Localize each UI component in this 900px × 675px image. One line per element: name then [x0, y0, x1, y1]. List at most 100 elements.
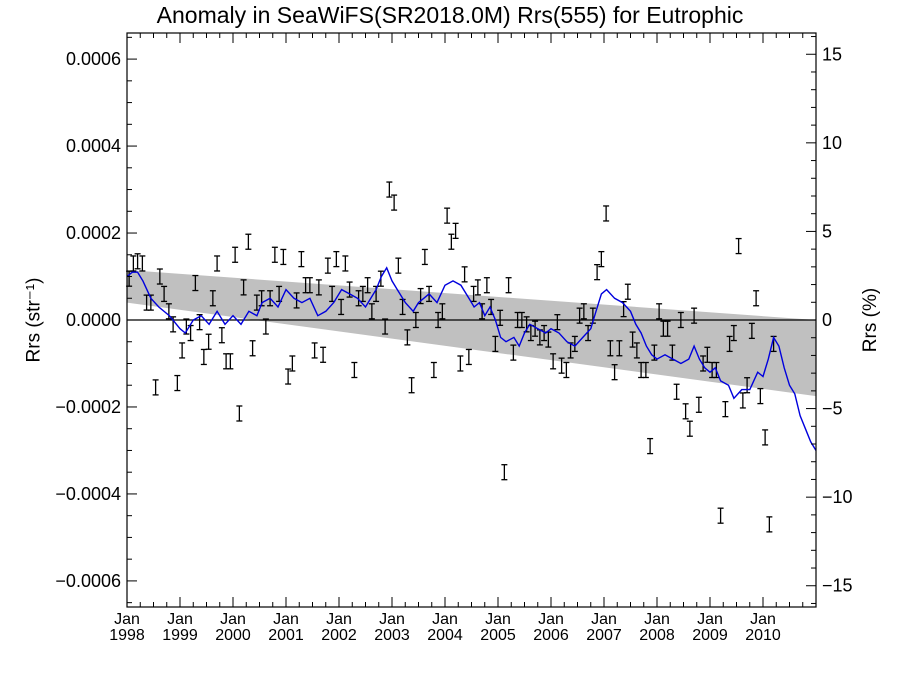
- left-tick-label: 0.0006: [66, 49, 121, 69]
- data-point: [139, 255, 146, 272]
- data-point: [200, 348, 207, 366]
- x-tick-year-label: 2005: [480, 627, 516, 644]
- data-point: [505, 277, 512, 294]
- data-point: [461, 266, 468, 283]
- x-tick-month-label: Jan: [750, 611, 776, 628]
- x-tick-year-label: 1999: [162, 627, 198, 644]
- left-tick-label: −0.0006: [55, 571, 121, 591]
- right-tick-label: −10: [822, 487, 853, 507]
- data-point: [342, 255, 349, 272]
- x-tick-year-label: 2006: [533, 627, 569, 644]
- right-y-axis-label: Rrs (%): [860, 287, 881, 353]
- data-point: [598, 250, 605, 268]
- data-point: [686, 420, 693, 437]
- data-point: [156, 268, 163, 285]
- data-point: [285, 368, 292, 385]
- data-point: [585, 324, 592, 342]
- data-point: [214, 255, 221, 272]
- data-point: [510, 344, 517, 361]
- left-y-axis-label: Rrs (str⁻¹): [23, 277, 45, 363]
- data-point: [192, 274, 199, 292]
- x-tick-month-label: Jan: [432, 611, 458, 628]
- data-point: [179, 342, 186, 359]
- data-point: [382, 318, 389, 335]
- data-point: [594, 264, 601, 281]
- data-point: [682, 403, 689, 420]
- data-point: [232, 246, 239, 263]
- data-point: [315, 279, 322, 296]
- monthly-points-layer: [126, 181, 777, 533]
- data-point: [691, 307, 698, 324]
- data-point: [134, 253, 141, 270]
- data-point: [161, 285, 168, 303]
- data-point: [642, 361, 649, 379]
- x-tick-month-label: Jan: [591, 611, 617, 628]
- data-point: [298, 250, 305, 268]
- data-point: [722, 400, 729, 418]
- data-point: [368, 303, 375, 320]
- data-point: [218, 327, 225, 344]
- data-point: [554, 314, 561, 331]
- data-point: [452, 222, 459, 240]
- data-point: [165, 303, 172, 320]
- right-tick-label: 15: [822, 44, 842, 64]
- data-point: [624, 283, 631, 300]
- x-ticks: Jan1998Jan1999Jan2000Jan2001Jan2002Jan20…: [109, 33, 804, 644]
- data-point: [518, 311, 525, 329]
- data-point: [541, 324, 548, 342]
- data-point: [236, 405, 243, 422]
- data-point: [501, 464, 508, 481]
- running-mean-layer: [126, 266, 817, 451]
- data-point: [730, 324, 737, 342]
- data-point: [532, 320, 539, 337]
- data-point: [677, 311, 684, 329]
- x-tick-month-label: Jan: [538, 611, 564, 628]
- data-point: [240, 279, 247, 296]
- data-point: [386, 181, 393, 198]
- data-point: [457, 355, 464, 372]
- right-tick-label: −5: [822, 399, 843, 419]
- data-point: [404, 329, 411, 346]
- left-tick-label: 0.0000: [66, 310, 121, 330]
- data-point: [470, 285, 477, 303]
- data-point: [647, 437, 654, 455]
- data-point: [497, 309, 504, 326]
- data-point: [430, 361, 437, 379]
- right-tick-label: 10: [822, 133, 842, 153]
- data-point: [673, 383, 680, 400]
- data-point: [324, 257, 331, 274]
- x-tick-year-label: 2010: [745, 627, 781, 644]
- data-point: [152, 379, 159, 396]
- data-point: [351, 361, 358, 379]
- data-point: [563, 361, 570, 379]
- left-y-ticks: 0.0006 0.0004 0.0002 0.0000 −0.0002 −0.0004 −0…: [55, 36, 137, 604]
- data-point: [271, 246, 278, 263]
- data-point: [289, 355, 296, 372]
- data-point: [726, 335, 733, 353]
- data-point: [364, 277, 371, 294]
- x-tick-year-label: 2002: [321, 627, 357, 644]
- data-point: [739, 392, 746, 409]
- left-tick-label: −0.0002: [55, 397, 121, 417]
- x-tick-month-label: Jan: [167, 611, 193, 628]
- data-point: [465, 348, 472, 366]
- right-tick-label: 5: [822, 221, 832, 241]
- data-point: [717, 507, 724, 524]
- data-point: [391, 194, 398, 211]
- data-point: [306, 277, 313, 294]
- data-point: [223, 353, 230, 370]
- x-tick-month-label: Jan: [644, 611, 670, 628]
- x-tick-year-label: 2009: [692, 627, 728, 644]
- data-point: [448, 233, 455, 250]
- data-point: [227, 353, 234, 370]
- data-point: [412, 311, 419, 329]
- data-point: [444, 207, 451, 224]
- x-tick-month-label: Jan: [114, 611, 140, 628]
- data-point: [439, 303, 446, 320]
- x-tick-month-label: Jan: [273, 611, 299, 628]
- data-point: [748, 322, 755, 340]
- data-point: [611, 364, 618, 381]
- x-tick-year-label: 2001: [268, 627, 304, 644]
- data-point: [735, 237, 742, 255]
